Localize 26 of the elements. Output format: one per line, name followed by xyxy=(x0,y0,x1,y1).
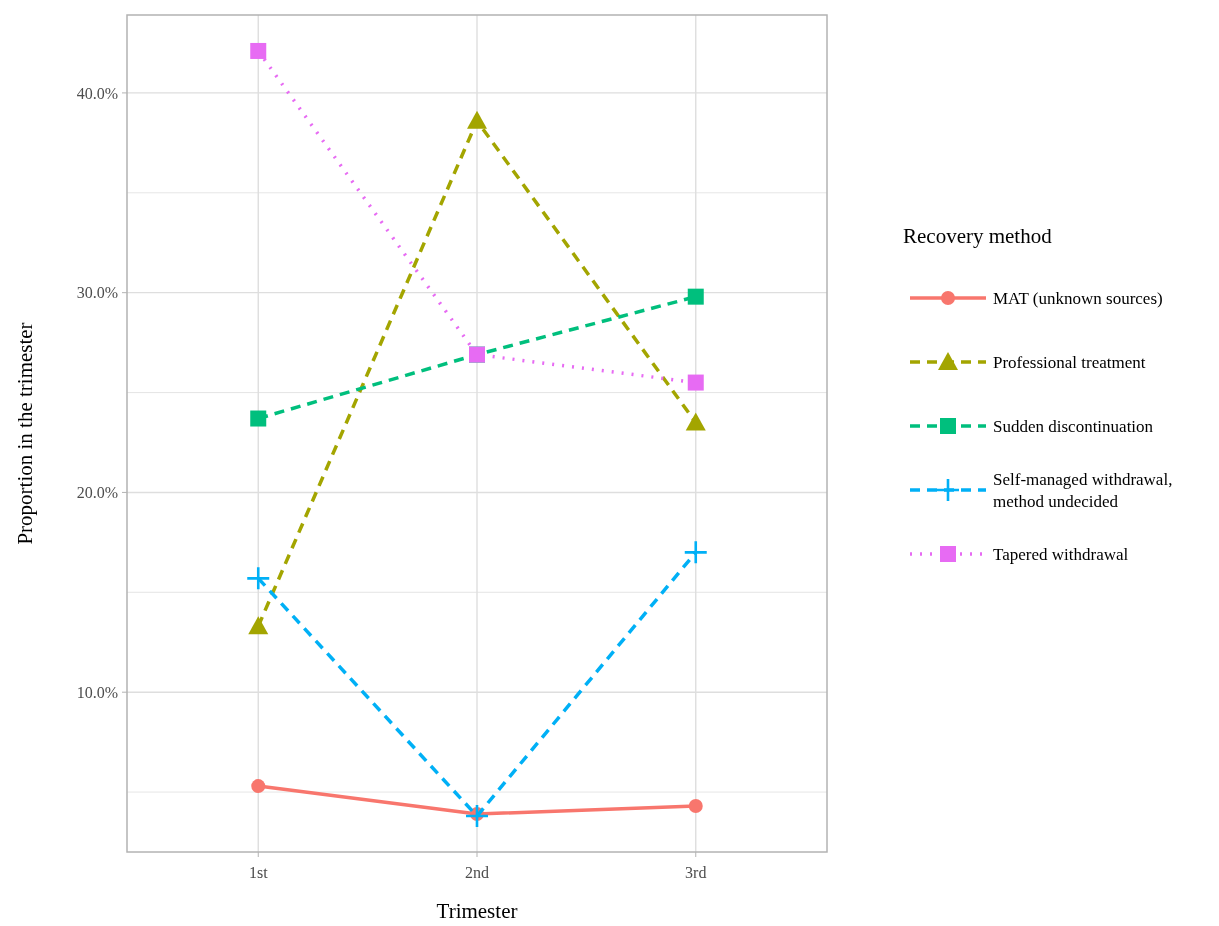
x-tick-label: 2nd xyxy=(465,864,489,881)
y-tick-label: 20.0% xyxy=(76,484,118,502)
x-tick-label: 1st xyxy=(248,864,269,881)
point xyxy=(684,541,707,564)
legend-label: MAT (unknown sources) xyxy=(993,288,1163,308)
y-tick-label: 30.0% xyxy=(76,284,118,302)
legend-label: Sudden discontinuation xyxy=(993,416,1154,436)
point xyxy=(247,567,270,590)
point xyxy=(687,374,704,391)
y-tick-label: 40.0% xyxy=(76,84,118,102)
point xyxy=(685,412,706,431)
x-axis-title: Trimester xyxy=(436,899,518,923)
legend-title: Recovery method xyxy=(903,224,1053,248)
x-tick-label: 3rd xyxy=(685,864,707,881)
y-tick-label: 10.0% xyxy=(76,683,118,701)
point xyxy=(688,799,703,814)
point xyxy=(467,110,487,129)
point xyxy=(248,616,269,635)
point xyxy=(687,288,704,305)
point xyxy=(251,779,266,794)
legend-label: Professional treatment xyxy=(993,352,1146,372)
point xyxy=(250,410,267,427)
point xyxy=(250,42,267,59)
legend-label: Tapered withdrawal xyxy=(993,544,1129,564)
legend-label: Self-managed withdrawal, method undecided xyxy=(993,469,1173,512)
y-axis-title: Proportion in the trimester xyxy=(13,322,37,545)
